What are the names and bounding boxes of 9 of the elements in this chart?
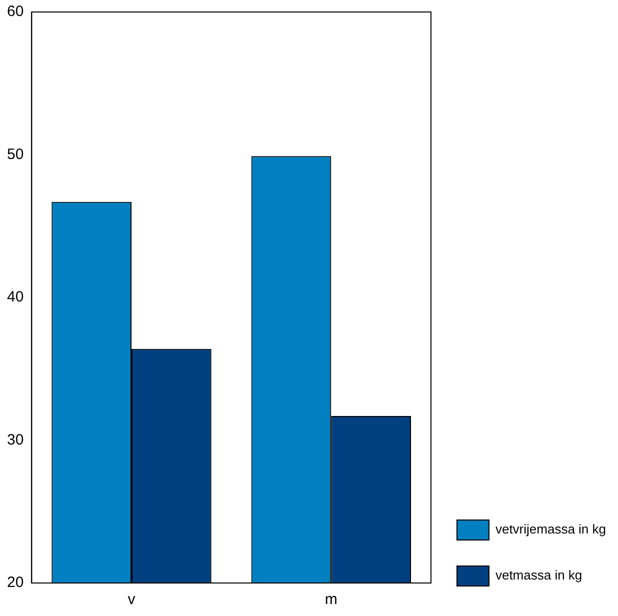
- y-tick-label: 20: [6, 574, 24, 592]
- x-tick-label: m: [324, 591, 338, 608]
- legend-label: vetmassa in kg: [495, 568, 582, 583]
- y-tick-label: 30: [6, 431, 24, 448]
- y-tick-label: 60: [6, 3, 24, 20]
- legend-label: vetvrijemassa in kg: [495, 522, 606, 537]
- y-tick-label: 40: [6, 288, 24, 306]
- x-tick-label: v: [128, 591, 136, 608]
- y-tick-label: 50: [6, 146, 24, 163]
